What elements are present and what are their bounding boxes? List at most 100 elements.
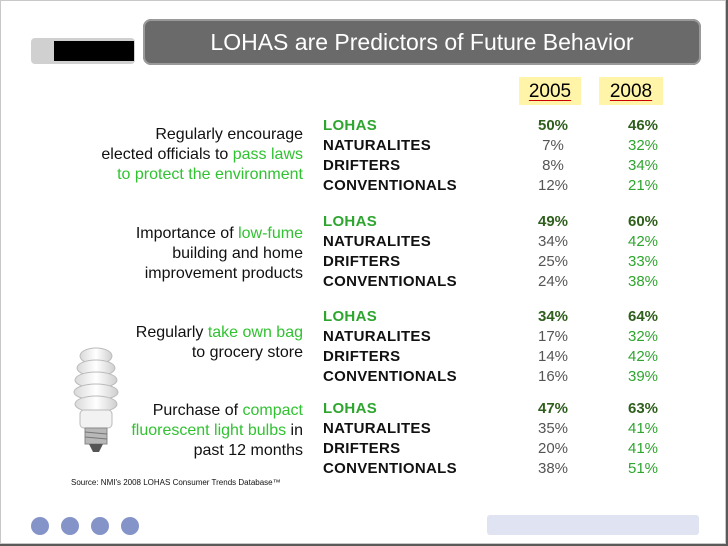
cfl-bulb-icon	[73, 347, 119, 452]
value-2005: 14%	[537, 348, 569, 365]
question-highlight: to protect the environment	[117, 166, 303, 183]
table-row: DRIFTERS 14% 42%	[323, 347, 663, 367]
table-row: DRIFTERS 8% 34%	[323, 156, 663, 176]
question-highlight: fluorescent light bulbs	[131, 422, 287, 439]
table-row: NATURALITES 17% 32%	[323, 327, 663, 347]
group-label: DRIFTERS	[323, 253, 401, 270]
value-2005: 35%	[537, 420, 569, 437]
group-label: LOHAS	[323, 117, 377, 134]
value-2005: 49%	[537, 213, 569, 230]
value-2005: 7%	[542, 137, 564, 154]
nav-dot-icon[interactable]	[31, 517, 49, 535]
value-2005: 17%	[537, 328, 569, 345]
question-text: Importance of	[135, 225, 239, 242]
nav-dot-icon[interactable]	[121, 517, 139, 535]
corner-black-box	[54, 41, 134, 61]
value-2008: 41%	[627, 440, 659, 457]
value-2008: 42%	[627, 233, 659, 250]
question-text: Purchase of	[152, 402, 243, 419]
question-highlight: low-fume	[238, 225, 303, 242]
value-2008: 46%	[627, 117, 659, 134]
year-header-2008: 2008	[599, 77, 663, 105]
segment-table-4: LOHAS 47% 63% NATURALITES 35% 41% DRIFTE…	[323, 399, 663, 479]
value-2008: 38%	[627, 273, 659, 290]
value-2005: 24%	[537, 273, 569, 290]
value-2008: 42%	[627, 348, 659, 365]
group-label: CONVENTIONALS	[323, 273, 457, 290]
value-2008: 63%	[627, 400, 659, 417]
group-label: NATURALITES	[323, 233, 432, 250]
group-label: CONVENTIONALS	[323, 177, 457, 194]
table-row: CONVENTIONALS 38% 51%	[323, 459, 663, 479]
value-2008: 41%	[627, 420, 659, 437]
value-2005: 16%	[537, 368, 569, 385]
value-2008: 21%	[627, 177, 659, 194]
value-2008: 32%	[627, 137, 659, 154]
nav-dot-icon[interactable]	[61, 517, 79, 535]
value-2005: 34%	[537, 233, 569, 250]
question-text: elected officials to	[101, 146, 233, 163]
value-2008: 33%	[627, 253, 659, 270]
value-2005: 20%	[537, 440, 569, 457]
source-note: Source: NMI's 2008 LOHAS Consumer Trends…	[71, 478, 281, 487]
table-row: LOHAS 34% 64%	[323, 307, 663, 327]
question-highlight: pass laws	[232, 146, 303, 163]
value-2008: 32%	[627, 328, 659, 345]
question-highlight: compact	[242, 402, 303, 419]
group-label: LOHAS	[323, 213, 377, 230]
year-header-2005: 2005	[519, 77, 581, 105]
question-text: building and home	[172, 245, 303, 262]
group-label: DRIFTERS	[323, 440, 401, 457]
question-text: Regularly	[135, 324, 208, 341]
group-label: NATURALITES	[323, 137, 432, 154]
value-2005: 38%	[537, 460, 569, 477]
nav-dot-icon[interactable]	[91, 517, 109, 535]
group-label: LOHAS	[323, 400, 377, 417]
group-label: DRIFTERS	[323, 348, 401, 365]
question-4: Purchase of compact fluorescent light bu…	[71, 401, 303, 461]
value-2005: 34%	[537, 308, 569, 325]
table-row: DRIFTERS 20% 41%	[323, 439, 663, 459]
value-2008: 51%	[627, 460, 659, 477]
value-2005: 8%	[542, 157, 564, 174]
question-text: to grocery store	[191, 344, 303, 361]
group-label: CONVENTIONALS	[323, 460, 457, 477]
value-2008: 64%	[627, 308, 659, 325]
group-label: LOHAS	[323, 308, 377, 325]
value-2005: 12%	[537, 177, 569, 194]
group-label: NATURALITES	[323, 420, 432, 437]
question-1: Regularly encourage elected officials to…	[71, 125, 303, 185]
title-bar: LOHAS are Predictors of Future Behavior	[143, 19, 701, 65]
group-label: DRIFTERS	[323, 157, 401, 174]
value-2005: 50%	[537, 117, 569, 134]
question-text: past 12 months	[193, 442, 303, 459]
segment-table-2: LOHAS 49% 60% NATURALITES 34% 42% DRIFTE…	[323, 212, 663, 292]
table-row: NATURALITES 7% 32%	[323, 136, 663, 156]
segment-table-3: LOHAS 34% 64% NATURALITES 17% 32% DRIFTE…	[323, 307, 663, 387]
question-text: improvement products	[144, 265, 303, 282]
table-row: CONVENTIONALS 24% 38%	[323, 272, 663, 292]
table-row: CONVENTIONALS 16% 39%	[323, 367, 663, 387]
value-2008: 34%	[627, 157, 659, 174]
table-row: DRIFTERS 25% 33%	[323, 252, 663, 272]
page-title: LOHAS are Predictors of Future Behavior	[210, 29, 634, 55]
table-row: LOHAS 47% 63%	[323, 399, 663, 419]
value-2005: 25%	[537, 253, 569, 270]
value-2005: 47%	[537, 400, 569, 417]
table-row: NATURALITES 35% 41%	[323, 419, 663, 439]
question-3: Regularly take own bag to grocery store	[71, 323, 303, 363]
question-text: Regularly encourage	[155, 126, 303, 143]
table-row: LOHAS 50% 46%	[323, 116, 663, 136]
question-text: in	[286, 422, 303, 439]
value-2008: 39%	[627, 368, 659, 385]
segment-table-1: LOHAS 50% 46% NATURALITES 7% 32% DRIFTER…	[323, 116, 663, 196]
question-highlight: take own bag	[207, 324, 303, 341]
table-row: CONVENTIONALS 12% 21%	[323, 176, 663, 196]
question-2: Importance of low-fume building and home…	[71, 224, 303, 284]
table-row: NATURALITES 34% 42%	[323, 232, 663, 252]
footer-bar	[487, 515, 699, 535]
group-label: CONVENTIONALS	[323, 368, 457, 385]
table-row: LOHAS 49% 60%	[323, 212, 663, 232]
value-2008: 60%	[627, 213, 659, 230]
